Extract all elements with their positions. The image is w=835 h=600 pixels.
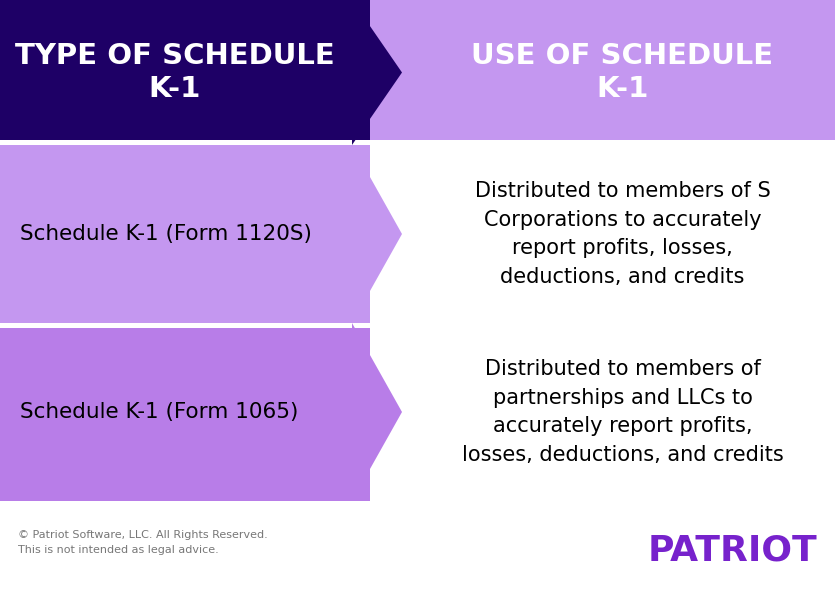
Polygon shape — [352, 145, 402, 323]
Polygon shape — [352, 0, 402, 145]
Text: Schedule K-1 (Form 1120S): Schedule K-1 (Form 1120S) — [20, 224, 312, 244]
Text: Distributed to members of
partnerships and LLCs to
accurately report profits,
lo: Distributed to members of partnerships a… — [462, 359, 783, 465]
Text: TYPE OF SCHEDULE
K-1: TYPE OF SCHEDULE K-1 — [15, 42, 335, 103]
Polygon shape — [352, 323, 402, 501]
Text: Schedule K-1 (Form 1065): Schedule K-1 (Form 1065) — [20, 402, 298, 422]
Text: USE OF SCHEDULE
K-1: USE OF SCHEDULE K-1 — [472, 42, 773, 103]
Bar — [0, 145, 370, 323]
Text: PATRIOT: PATRIOT — [647, 533, 817, 568]
Bar — [0, 323, 835, 328]
Bar — [0, 323, 370, 501]
Bar — [0, 501, 835, 506]
Bar — [0, 140, 835, 145]
Bar — [0, 0, 370, 145]
Text: Distributed to members of S
Corporations to accurately
report profits, losses,
d: Distributed to members of S Corporations… — [474, 181, 771, 287]
Bar — [370, 0, 835, 145]
Text: © Patriot Software, LLC. All Rights Reserved.
This is not intended as legal advi: © Patriot Software, LLC. All Rights Rese… — [18, 530, 268, 556]
